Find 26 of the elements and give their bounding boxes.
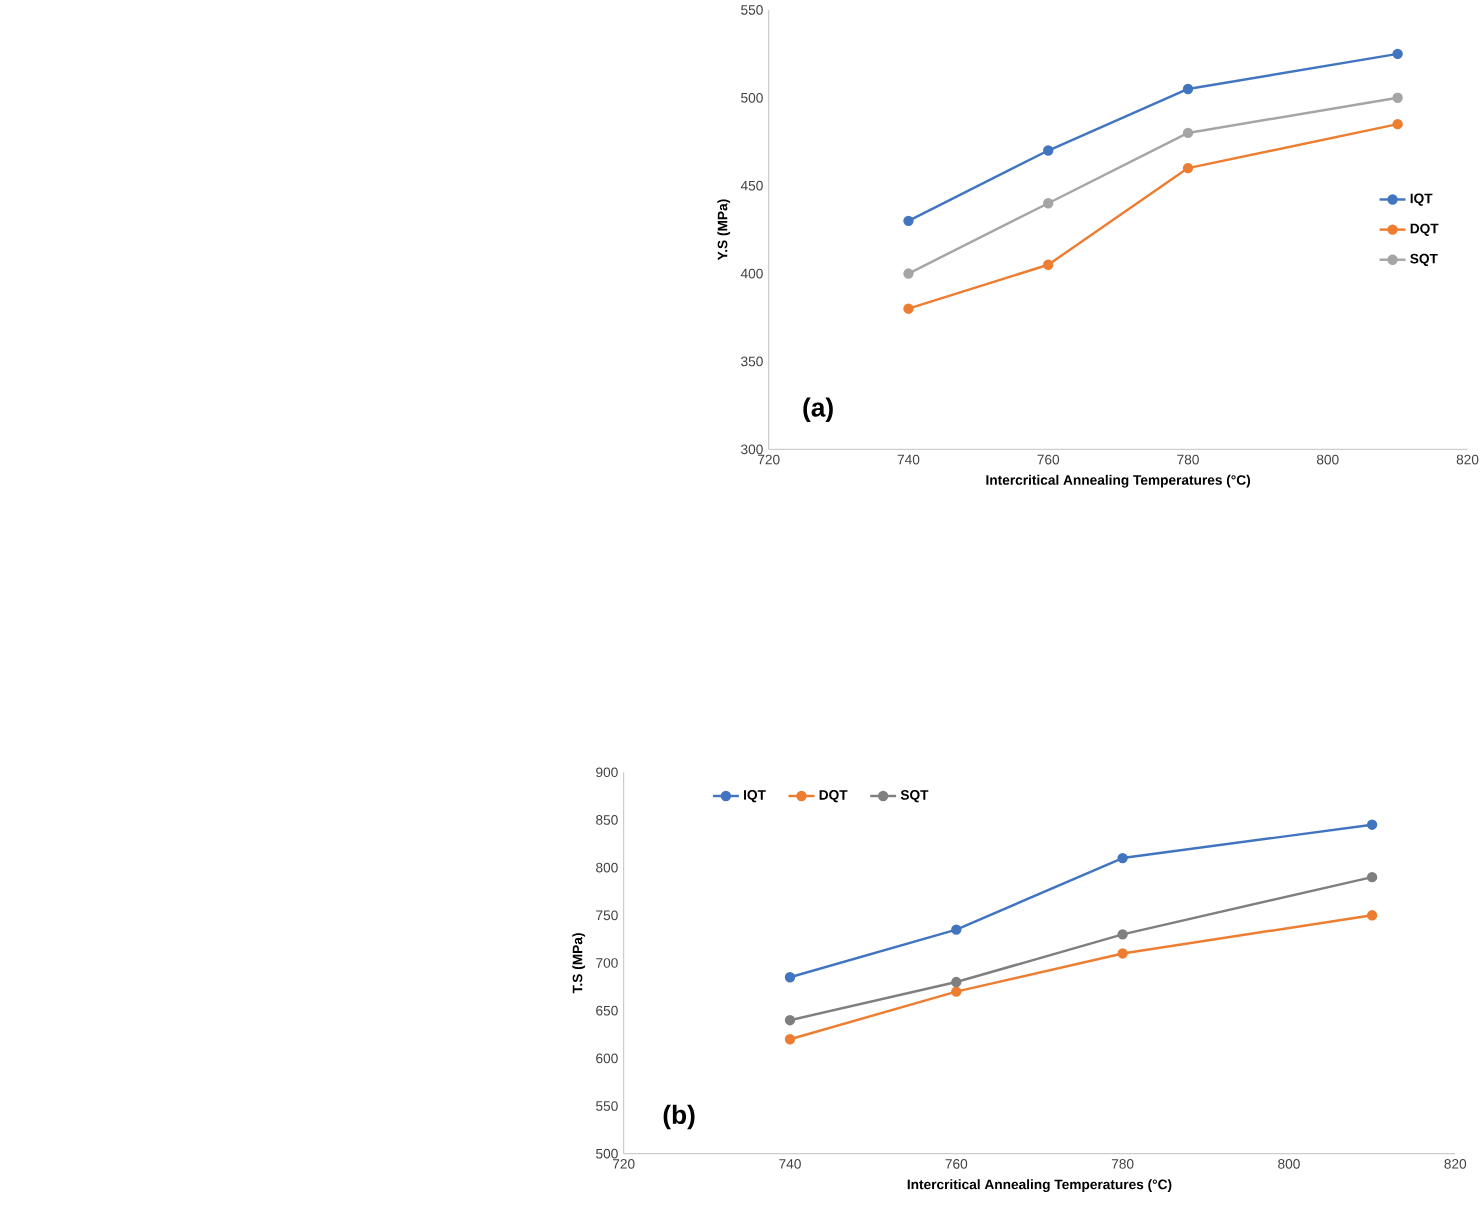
point [903,268,914,279]
point [784,1015,796,1026]
point [903,215,914,227]
annotation: (b) [663,1104,695,1130]
point [1366,819,1378,831]
point [951,986,962,997]
point [1392,92,1403,104]
point [1117,948,1128,959]
point [1392,119,1403,130]
point [1043,259,1054,271]
annotation: (a) [803,397,833,423]
point [1366,910,1378,921]
point [1117,929,1128,940]
point [1392,48,1403,60]
point [784,1034,796,1045]
point [1182,163,1194,174]
point [903,303,914,315]
point [951,977,962,988]
point [1182,83,1194,95]
point [951,924,962,935]
point [1117,853,1128,864]
point [1182,127,1194,139]
point [1043,145,1054,156]
point [784,972,796,983]
point [1043,198,1054,209]
point [1366,872,1378,883]
